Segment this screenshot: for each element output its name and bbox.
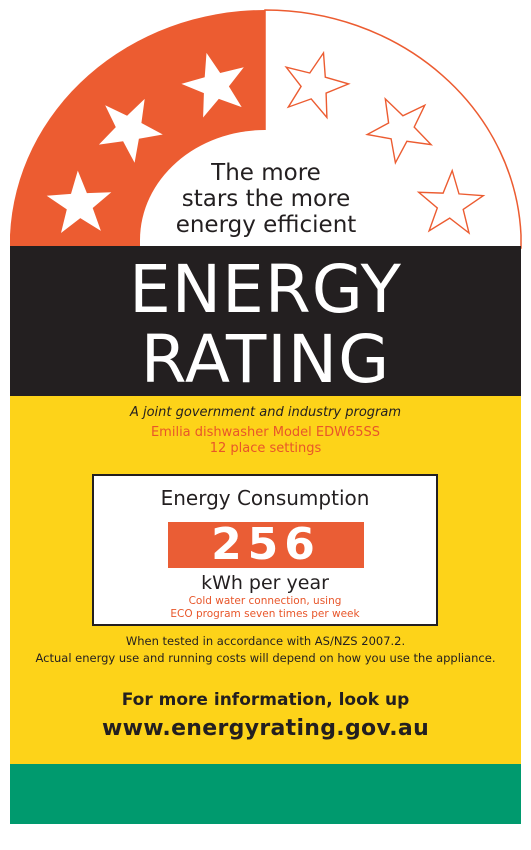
title-line-rating: RATING	[140, 321, 391, 398]
star-filled-icon	[98, 98, 163, 163]
energy-consumption-box: Energy Consumption 256 kWh per year Cold…	[92, 474, 438, 626]
title-line-energy: ENERGY	[129, 251, 402, 328]
tagline-line: energy efficient	[175, 212, 357, 238]
tagline: The more stars the more energy efficient	[150, 160, 382, 238]
star-empty-icon	[284, 50, 351, 120]
consumption-heading: Energy Consumption	[160, 486, 370, 510]
test-line: Actual energy use and running costs will…	[35, 651, 496, 665]
program-text: A joint government and industry program	[129, 405, 402, 420]
footer-band	[10, 764, 521, 824]
consumption-value: 256	[211, 519, 321, 570]
test-standard-note: When tested in accordance with AS/NZS 20…	[10, 633, 521, 667]
consumption-conditions: Cold water connection, using ECO program…	[94, 595, 436, 621]
tagline-line: The more	[211, 160, 321, 186]
model-name: Emilia dishwasher Model EDW65SS	[150, 425, 381, 440]
condition-line: Cold water connection, using	[188, 595, 342, 607]
model-info: Emilia dishwasher Model EDW65SS 12 place…	[10, 425, 521, 457]
tagline-line: stars the more	[181, 186, 351, 212]
star-filled-icon	[181, 52, 244, 118]
place-settings: 12 place settings	[209, 441, 322, 456]
star-empty-icon	[416, 168, 486, 235]
more-info-text: For more information, look up	[121, 690, 410, 710]
title-band	[10, 246, 521, 396]
star-rating-arc	[10, 9, 522, 249]
test-line: When tested in accordance with AS/NZS 20…	[125, 634, 406, 648]
website-link[interactable]: www.energyrating.gov.au	[101, 716, 430, 741]
consumption-value-bar: 256	[168, 522, 364, 568]
condition-line: ECO program seven times per week	[170, 608, 360, 620]
consumption-unit: kWh per year	[201, 572, 329, 594]
star-filled-icon	[46, 170, 112, 233]
star-empty-icon	[365, 97, 434, 165]
star-arc-inner	[140, 130, 390, 248]
